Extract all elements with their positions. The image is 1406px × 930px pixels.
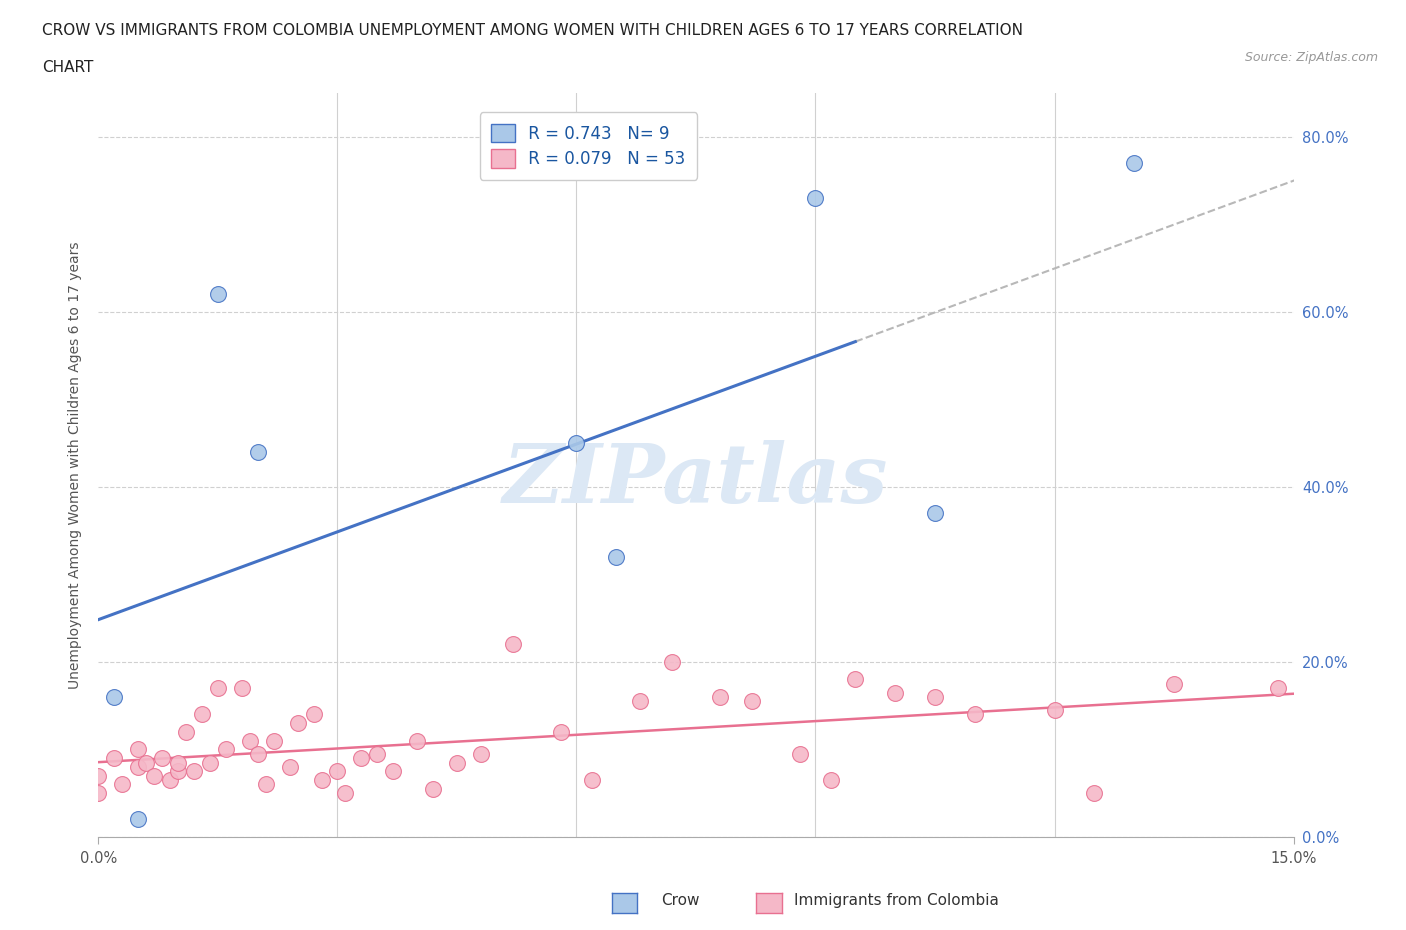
Point [350, 751, 373, 765]
Text: Source: ZipAtlas.com: Source: ZipAtlas.com [1244, 51, 1378, 64]
Point [159, 773, 181, 788]
Point [278, 760, 301, 775]
Point [581, 773, 603, 788]
Point [246, 747, 269, 762]
Point [87, 768, 110, 783]
Point [366, 747, 388, 762]
Text: CHART: CHART [42, 60, 94, 75]
Point [103, 689, 125, 704]
Point [207, 681, 229, 696]
Point [254, 777, 277, 792]
Point [246, 445, 269, 459]
Point [127, 742, 149, 757]
Y-axis label: Unemployment Among Women with Children Ages 6 to 17 years: Unemployment Among Women with Children A… [69, 241, 83, 689]
Point [1083, 786, 1105, 801]
Point [605, 550, 627, 565]
Point [135, 755, 157, 770]
Text: ZIPatlas: ZIPatlas [503, 440, 889, 520]
Point [924, 506, 946, 521]
Text: Crow: Crow [661, 893, 699, 908]
Point [709, 689, 731, 704]
Point [287, 716, 309, 731]
Point [263, 733, 285, 748]
Point [103, 751, 125, 765]
Point [382, 764, 405, 778]
Point [470, 747, 492, 762]
Legend:  R = 0.743   N= 9,  R = 0.079   N = 53: R = 0.743 N= 9, R = 0.079 N = 53 [479, 113, 697, 179]
Text: Immigrants from Colombia: Immigrants from Colombia [794, 893, 1000, 908]
Point [741, 694, 763, 709]
Point [1163, 676, 1185, 691]
Point [804, 191, 827, 206]
Point [127, 812, 149, 827]
Point [565, 435, 588, 450]
Point [215, 742, 238, 757]
Text: CROW VS IMMIGRANTS FROM COLOMBIA UNEMPLOYMENT AMONG WOMEN WITH CHILDREN AGES 6 T: CROW VS IMMIGRANTS FROM COLOMBIA UNEMPLO… [42, 23, 1024, 38]
Point [127, 760, 149, 775]
Point [143, 768, 166, 783]
Point [820, 773, 842, 788]
Point [191, 707, 214, 722]
Point [207, 286, 229, 301]
Point [167, 755, 190, 770]
Point [661, 655, 683, 670]
Point [1043, 703, 1066, 718]
Point [550, 724, 572, 739]
Point [789, 747, 811, 762]
Point [963, 707, 986, 722]
Point [844, 672, 866, 687]
Point [174, 724, 197, 739]
Point [422, 781, 444, 796]
Point [311, 773, 333, 788]
Point [150, 751, 173, 765]
Point [87, 786, 110, 801]
Point [1123, 155, 1146, 170]
Point [406, 733, 429, 748]
Point [628, 694, 651, 709]
Point [326, 764, 349, 778]
Point [884, 685, 907, 700]
Point [924, 689, 946, 704]
Point [302, 707, 325, 722]
Point [446, 755, 468, 770]
Point [198, 755, 221, 770]
Point [231, 681, 253, 696]
Point [167, 764, 190, 778]
Point [1267, 681, 1289, 696]
Point [239, 733, 262, 748]
Point [111, 777, 134, 792]
Point [335, 786, 357, 801]
Point [183, 764, 205, 778]
Point [502, 637, 524, 652]
